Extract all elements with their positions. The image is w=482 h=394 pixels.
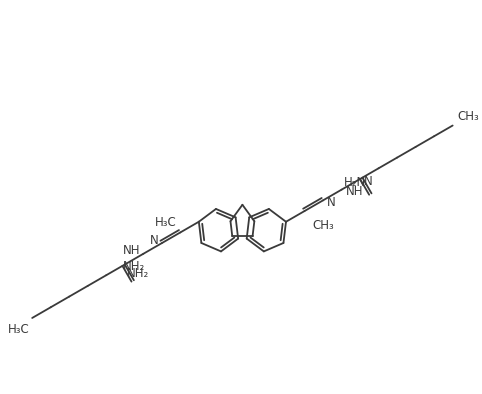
Text: H₃C: H₃C: [155, 216, 176, 229]
Text: N: N: [327, 196, 335, 209]
Text: CH₃: CH₃: [312, 219, 334, 232]
Text: N: N: [364, 175, 373, 188]
Text: NH₂: NH₂: [127, 268, 149, 281]
Text: CH₃: CH₃: [457, 110, 479, 123]
Text: H₂N: H₂N: [344, 176, 366, 189]
Text: H₃C: H₃C: [8, 323, 29, 336]
Text: N: N: [150, 234, 159, 247]
Text: NH: NH: [346, 185, 363, 198]
Text: NH: NH: [123, 244, 140, 257]
Text: NH₂: NH₂: [123, 260, 145, 273]
